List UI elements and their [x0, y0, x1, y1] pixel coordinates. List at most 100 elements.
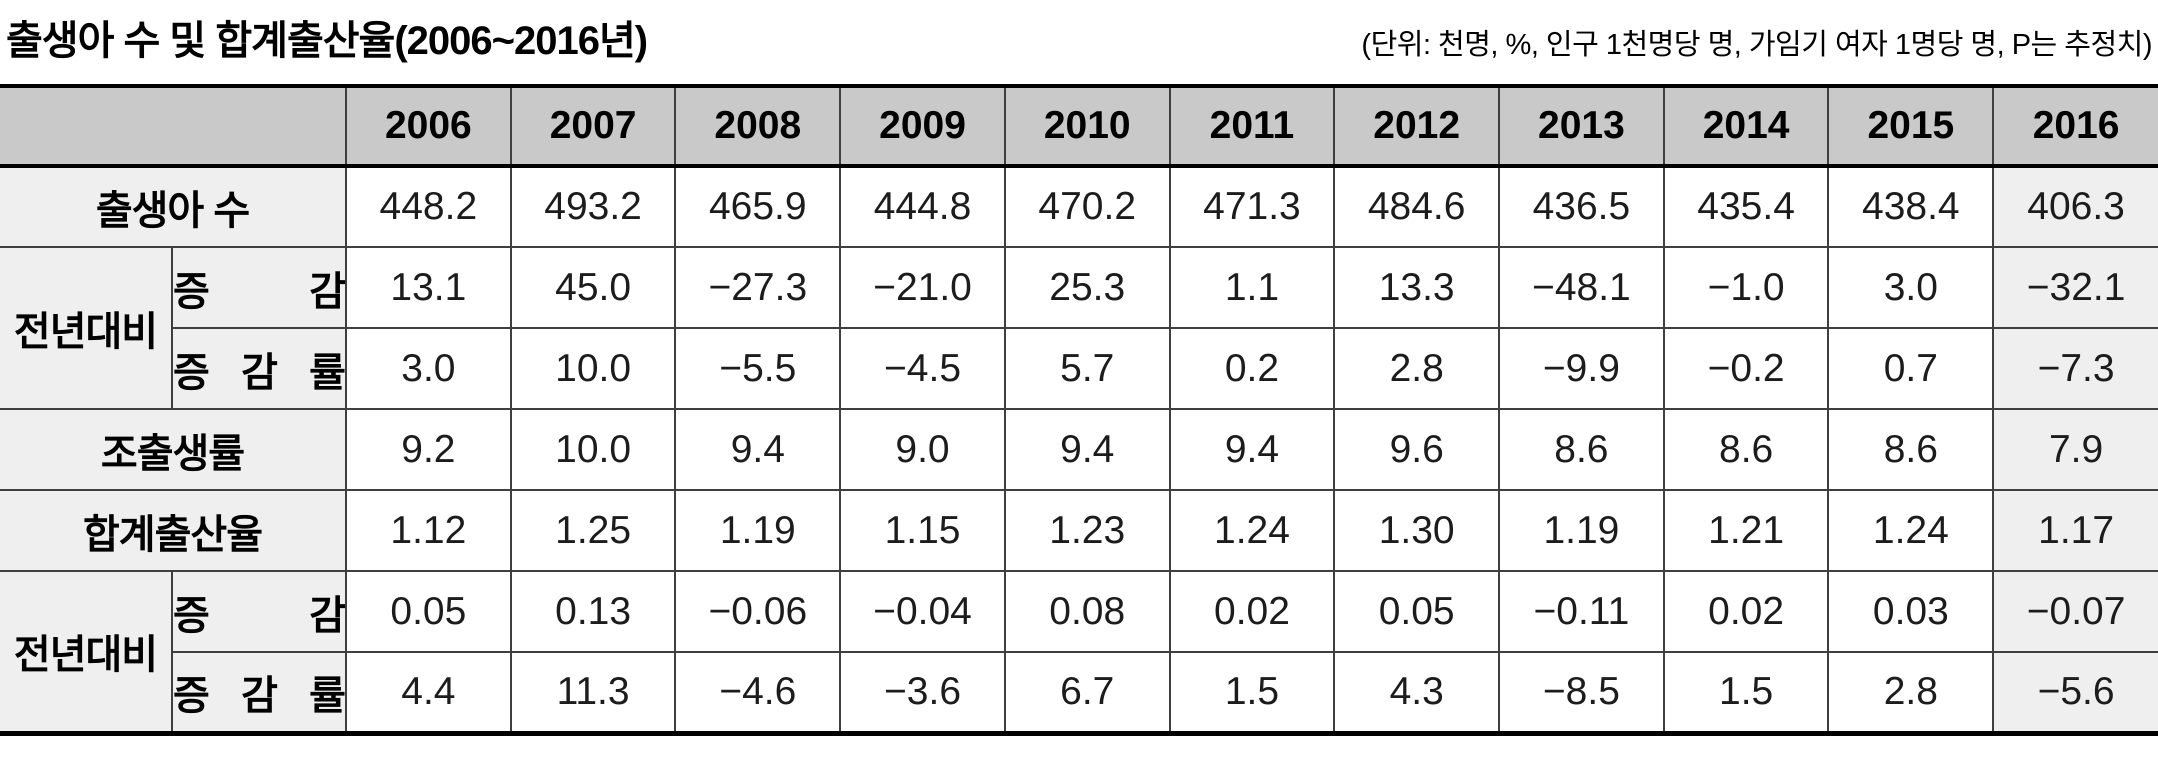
data-cell: −4.6 [674, 651, 842, 734]
data-cell: −0.06 [674, 570, 842, 653]
year-header: 2008 [674, 85, 842, 168]
data-cell: −3.6 [839, 651, 1006, 734]
data-cell: 8.6 [1827, 408, 1995, 491]
row-crude-birth-rate: 조출생률 9.2 10.0 9.4 9.0 9.4 9.4 9.6 8.6 8.… [0, 408, 2158, 491]
data-cell: 3.0 [345, 327, 512, 410]
data-cell-estimate: 1.17 [1992, 489, 2158, 572]
statistics-table: 2006 2007 2008 2009 2010 2011 2012 2013 … [0, 84, 2158, 736]
data-cell: 13.3 [1333, 246, 1501, 329]
data-cell: 1.5 [1168, 651, 1336, 734]
data-cell: 10.0 [509, 408, 677, 491]
year-header: 2014 [1662, 85, 1830, 168]
data-cell-estimate: −32.1 [1992, 246, 2158, 329]
data-cell: 465.9 [674, 165, 842, 248]
year-header: 2007 [509, 85, 677, 168]
data-cell: 9.4 [1168, 408, 1336, 491]
row-label-yoy-births: 전년대비 [0, 246, 173, 410]
data-cell: −8.5 [1498, 651, 1665, 734]
data-cell: 8.6 [1662, 408, 1830, 491]
data-cell: −48.1 [1498, 246, 1665, 329]
row-label-births: 출생아 수 [0, 165, 347, 248]
data-cell: 8.6 [1498, 408, 1665, 491]
data-cell: 10.0 [509, 327, 677, 410]
data-cell: −27.3 [674, 246, 842, 329]
data-cell: 471.3 [1168, 165, 1336, 248]
data-cell: 1.19 [674, 489, 842, 572]
data-cell: 2.8 [1827, 651, 1995, 734]
data-cell: −9.9 [1498, 327, 1665, 410]
data-cell: −21.0 [839, 246, 1006, 329]
data-cell: −0.11 [1498, 570, 1665, 653]
year-header: 2010 [1003, 85, 1171, 168]
data-cell: 6.7 [1003, 651, 1171, 734]
data-cell-estimate: −0.07 [1992, 570, 2158, 653]
data-cell: 1.25 [509, 489, 677, 572]
data-cell: −0.04 [839, 570, 1006, 653]
row-births-yoy-rate: 증 감 률 3.0 10.0 −5.5 −4.5 5.7 0.2 2.8 −9.… [0, 327, 2158, 410]
row-tfr-yoy-rate: 증 감 률 4.4 11.3 −4.6 −3.6 6.7 1.5 4.3 −8.… [0, 651, 2158, 734]
row-label-crude-birth-rate: 조출생률 [0, 408, 347, 491]
data-cell: 1.30 [1333, 489, 1501, 572]
data-cell: 4.3 [1333, 651, 1501, 734]
data-cell: 3.0 [1827, 246, 1995, 329]
year-header: 2009 [839, 85, 1006, 168]
data-cell: 0.02 [1168, 570, 1336, 653]
year-header: 2011 [1168, 85, 1336, 168]
data-cell: 9.0 [839, 408, 1006, 491]
row-label-change: 증 감 [171, 570, 347, 653]
data-cell: 1.23 [1003, 489, 1171, 572]
data-cell: 45.0 [509, 246, 677, 329]
row-total-fertility-rate: 합계출산율 1.12 1.25 1.19 1.15 1.23 1.24 1.30… [0, 489, 2158, 572]
data-cell: 438.4 [1827, 165, 1995, 248]
data-cell: 470.2 [1003, 165, 1171, 248]
data-cell: 444.8 [839, 165, 1006, 248]
data-cell: 436.5 [1498, 165, 1665, 248]
year-header: 2006 [345, 85, 512, 168]
row-births: 출생아 수 448.2 493.2 465.9 444.8 470.2 471.… [0, 165, 2158, 248]
row-label-total-fertility-rate: 합계출산율 [0, 489, 347, 572]
data-cell: −5.5 [674, 327, 842, 410]
table-header-bar: 출생아 수 및 합계출산율(2006~2016년) (단위: 천명, %, 인구… [0, 0, 2158, 76]
data-cell: 9.2 [345, 408, 512, 491]
data-cell: 1.21 [1662, 489, 1830, 572]
data-cell: 0.08 [1003, 570, 1171, 653]
data-cell: 0.13 [509, 570, 677, 653]
data-cell: 1.24 [1168, 489, 1336, 572]
data-cell: 1.24 [1827, 489, 1995, 572]
data-cell-estimate: 7.9 [1992, 408, 2158, 491]
unit-note: (단위: 천명, %, 인구 1천명당 명, 가임기 여자 1명당 명, P는 … [1361, 29, 2152, 61]
data-cell: 5.7 [1003, 327, 1171, 410]
row-label-change: 증 감 [171, 246, 347, 329]
data-cell: 0.05 [345, 570, 512, 653]
data-cell: −0.2 [1662, 327, 1830, 410]
year-header: 2015 [1827, 85, 1995, 168]
data-cell: 4.4 [345, 651, 512, 734]
page-title: 출생아 수 및 합계출산율(2006~2016년) [6, 19, 648, 63]
data-cell: 493.2 [509, 165, 677, 248]
data-cell: 1.12 [345, 489, 512, 572]
data-cell: 9.4 [1003, 408, 1171, 491]
year-header-row: 2006 2007 2008 2009 2010 2011 2012 2013 … [0, 85, 2158, 168]
data-cell: 1.5 [1662, 651, 1830, 734]
year-header: 2012 [1333, 85, 1501, 168]
data-cell: 0.05 [1333, 570, 1501, 653]
data-cell: 0.02 [1662, 570, 1830, 653]
data-cell: 1.1 [1168, 246, 1336, 329]
data-cell: 0.03 [1827, 570, 1995, 653]
data-cell-estimate: −5.6 [1992, 651, 2158, 734]
data-cell: 9.6 [1333, 408, 1501, 491]
data-cell: 0.7 [1827, 327, 1995, 410]
data-cell-estimate: −7.3 [1992, 327, 2158, 410]
year-header: 2016 [1992, 85, 2158, 168]
row-label-yoy-tfr: 전년대비 [0, 570, 173, 734]
row-label-change-rate: 증 감 률 [172, 651, 347, 734]
data-cell: 0.2 [1168, 327, 1336, 410]
data-cell: 1.15 [839, 489, 1006, 572]
row-births-yoy-change: 전년대비 증 감 13.1 45.0 −27.3 −21.0 25.3 1.1 … [0, 246, 2158, 410]
data-cell: −4.5 [839, 327, 1006, 410]
data-cell: 484.6 [1333, 165, 1501, 248]
data-cell: 2.8 [1333, 327, 1501, 410]
data-cell: 448.2 [345, 165, 512, 248]
data-cell: 25.3 [1003, 246, 1171, 329]
